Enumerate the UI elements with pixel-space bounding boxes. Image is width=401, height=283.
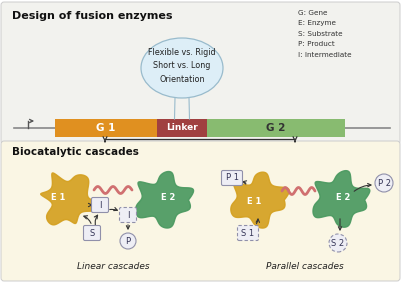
Text: P 1: P 1 bbox=[225, 173, 239, 183]
Circle shape bbox=[329, 234, 347, 252]
Text: I: Intermediate: I: Intermediate bbox=[298, 52, 352, 58]
FancyBboxPatch shape bbox=[207, 119, 345, 137]
FancyBboxPatch shape bbox=[91, 198, 109, 213]
Text: Parallel cascades: Parallel cascades bbox=[266, 262, 344, 271]
Text: P: Product: P: Product bbox=[298, 42, 335, 48]
Ellipse shape bbox=[141, 38, 223, 98]
FancyBboxPatch shape bbox=[83, 226, 101, 241]
Text: Linker: Linker bbox=[166, 123, 198, 132]
Text: E 2: E 2 bbox=[161, 194, 175, 203]
FancyBboxPatch shape bbox=[221, 170, 243, 185]
FancyBboxPatch shape bbox=[1, 141, 400, 281]
Text: I: I bbox=[127, 211, 129, 220]
Text: P 2: P 2 bbox=[377, 179, 391, 188]
Text: Design of fusion enzymes: Design of fusion enzymes bbox=[12, 11, 172, 21]
Text: G: Gene: G: Gene bbox=[298, 10, 328, 16]
Circle shape bbox=[375, 174, 393, 192]
FancyBboxPatch shape bbox=[237, 226, 259, 241]
Text: P: P bbox=[126, 237, 131, 245]
Text: I: I bbox=[99, 200, 101, 209]
Text: S 2: S 2 bbox=[332, 239, 344, 248]
FancyBboxPatch shape bbox=[157, 119, 207, 137]
Text: E 2: E 2 bbox=[336, 194, 350, 203]
Polygon shape bbox=[136, 171, 194, 228]
Text: E 1: E 1 bbox=[51, 194, 65, 203]
FancyBboxPatch shape bbox=[1, 2, 400, 144]
Polygon shape bbox=[313, 171, 370, 227]
Text: E: Enzyme: E: Enzyme bbox=[298, 20, 336, 27]
FancyBboxPatch shape bbox=[55, 119, 157, 137]
Polygon shape bbox=[41, 173, 97, 225]
Text: S: S bbox=[89, 228, 95, 237]
Text: G 2: G 2 bbox=[266, 123, 286, 133]
Circle shape bbox=[120, 233, 136, 249]
Text: E 1: E 1 bbox=[247, 196, 261, 205]
Text: S: Substrate: S: Substrate bbox=[298, 31, 342, 37]
Text: S 1: S 1 bbox=[241, 228, 255, 237]
Text: Biocatalytic cascades: Biocatalytic cascades bbox=[12, 147, 139, 157]
Text: G 1: G 1 bbox=[96, 123, 115, 133]
FancyBboxPatch shape bbox=[119, 207, 136, 222]
Polygon shape bbox=[231, 172, 289, 228]
Text: Flexible vs. Rigid
Short vs. Long
Orientation: Flexible vs. Rigid Short vs. Long Orient… bbox=[148, 48, 216, 84]
Text: Linear cascades: Linear cascades bbox=[77, 262, 149, 271]
